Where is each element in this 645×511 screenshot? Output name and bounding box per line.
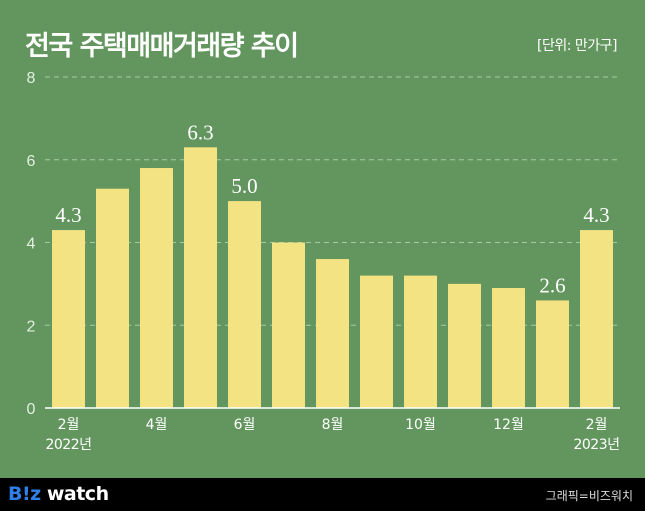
x-tick-label: 2월	[586, 417, 608, 433]
bar	[448, 283, 481, 408]
y-tick-label: 2	[27, 318, 36, 335]
data-label: 5.0	[231, 174, 257, 198]
bar	[228, 201, 261, 408]
bar	[52, 230, 85, 408]
logo-brand: B!z	[8, 483, 41, 505]
x-tick-label: 8월	[322, 417, 344, 433]
x-tick-label: 4월	[146, 417, 168, 433]
data-label: 4.3	[55, 203, 81, 227]
data-label: 2.6	[539, 273, 565, 297]
bar	[580, 230, 613, 408]
graphic-credit: 그래픽=비즈워치	[545, 489, 633, 503]
bizwatch-logo: B!z watch	[8, 483, 109, 505]
x-tick-label: 10월	[405, 417, 436, 433]
bar	[184, 147, 217, 408]
logo-word: watch	[46, 483, 109, 505]
y-tick-label: 0	[27, 401, 36, 418]
data-label: 6.3	[187, 120, 213, 144]
bar	[492, 288, 525, 408]
bar	[140, 168, 173, 408]
bar	[96, 188, 129, 408]
bar	[404, 275, 437, 408]
bar	[360, 275, 393, 408]
data-label: 4.3	[583, 203, 609, 227]
bar-chart: 0 2 4 6 8 4.3 2월 2022년 4월 6.3 5.0 6월 8월 10월 12월 2.6 4.3 2…	[27, 70, 620, 453]
x-tick-label: 12월	[493, 417, 524, 433]
bar	[536, 300, 569, 408]
bar	[272, 242, 305, 408]
x-year-label: 2023년	[573, 437, 619, 453]
y-tick-label: 6	[27, 153, 36, 170]
y-tick-label: 4	[27, 236, 36, 253]
x-tick-label: 6월	[234, 417, 256, 433]
unit-label: [단위: 만가구]	[537, 38, 618, 54]
y-tick-label: 8	[27, 70, 36, 87]
bar	[316, 259, 349, 408]
chart-title: 전국 주택매매거래량 추이	[25, 31, 299, 62]
x-tick-label: 2월	[58, 417, 80, 433]
x-year-label: 2022년	[45, 437, 91, 453]
footer: B!z watch 그래픽=비즈워치	[0, 478, 645, 511]
